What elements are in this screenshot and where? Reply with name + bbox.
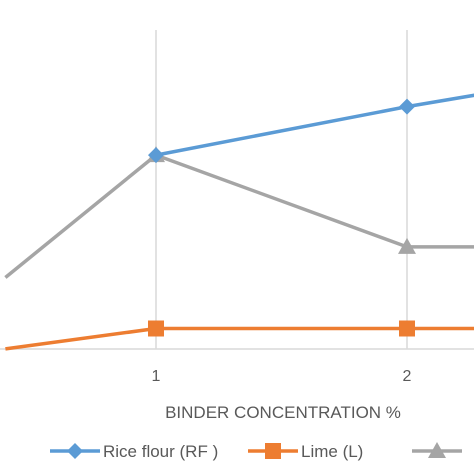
legend-label: Rice flour (RF )	[103, 442, 218, 461]
legend-marker	[428, 442, 446, 458]
series-1	[148, 93, 474, 164]
data-point	[399, 320, 415, 337]
data-point	[399, 98, 415, 115]
legend-item: Rice flour (RF )	[50, 442, 218, 461]
legend-item	[412, 442, 462, 458]
series-line	[5, 326, 474, 351]
series-layer	[4, 93, 474, 351]
series-line	[155, 93, 474, 157]
series-3	[4, 146, 474, 279]
x-tick-label: 2	[403, 368, 412, 385]
gridlines	[155, 30, 408, 349]
x-axis-title: BINDER CONCENTRATION %	[165, 403, 401, 422]
legend: Rice flour (RF ) Lime (L)	[50, 442, 462, 461]
legend-marker	[265, 443, 281, 459]
data-point	[398, 237, 416, 254]
data-point	[148, 147, 164, 164]
series-line	[4, 153, 474, 279]
data-point	[148, 320, 164, 337]
x-tick-label: 1	[152, 368, 161, 385]
legend-label: Lime (L)	[301, 442, 363, 461]
series-2	[5, 320, 474, 351]
legend-marker	[67, 443, 83, 459]
legend-item: Lime (L)	[248, 442, 363, 461]
